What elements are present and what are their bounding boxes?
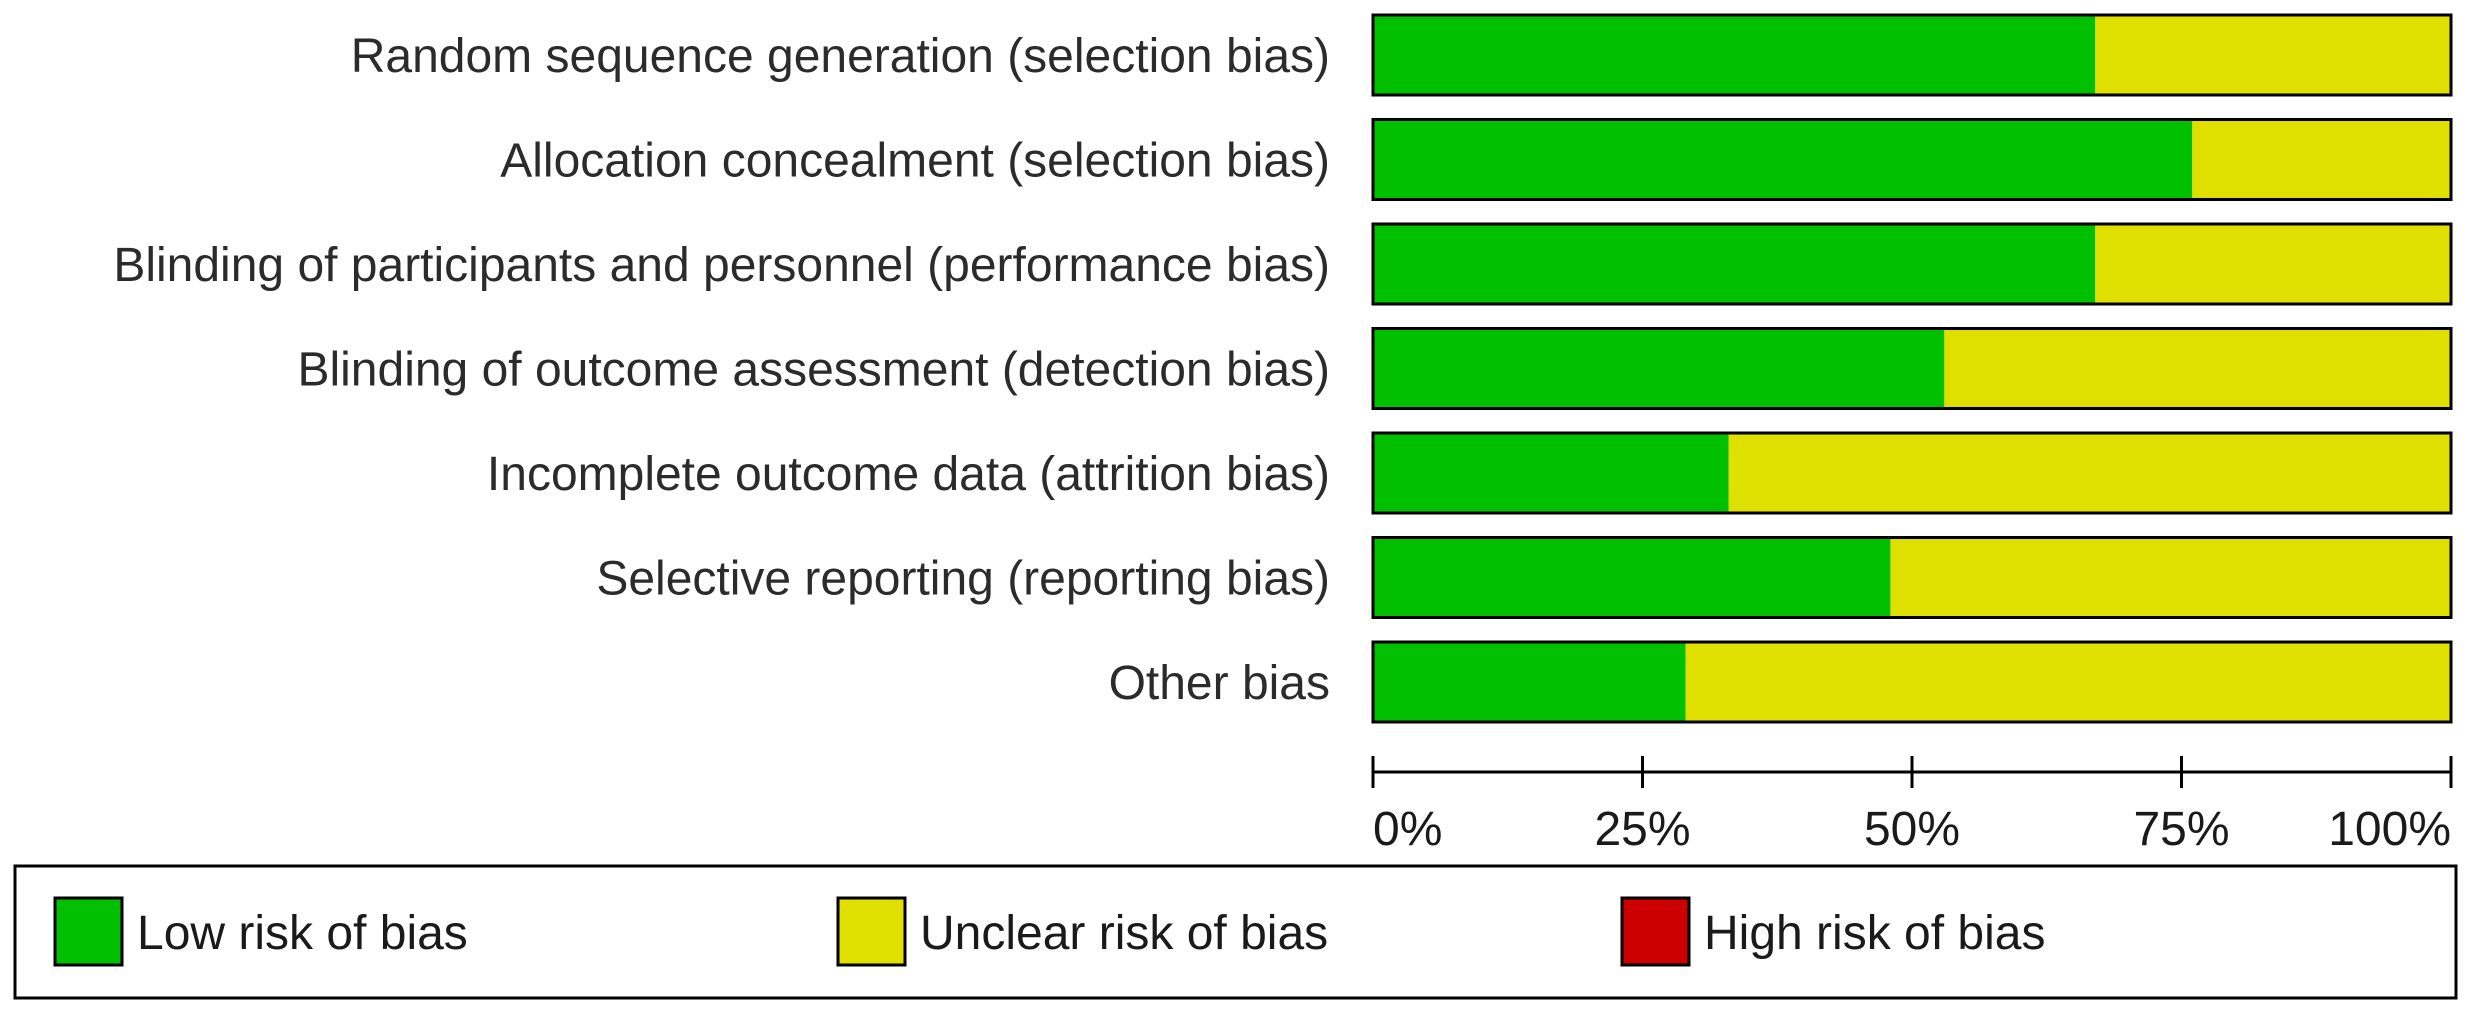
category-label: Selective reporting (reporting bias) [596,553,1330,606]
bar-outline [1371,640,2453,724]
category-label: Blinding of participants and personnel (… [113,239,1330,292]
bar-segment-low-risk-of-bias [1373,642,1686,722]
bar-segment-unclear-risk-of-bias [2095,15,2451,95]
legend-label: Unclear risk of bias [920,907,1328,960]
legend-box [13,864,2458,1000]
bar-segment-low-risk-of-bias [1373,224,2096,304]
bar-segment-low-risk-of-bias [1373,537,1891,618]
x-tick-label: 50% [1864,803,1960,856]
bar-segment-unclear-risk-of-bias [1685,642,2451,722]
category-label: Blinding of outcome assessment (detectio… [297,344,1330,397]
x-tick-label: 100% [2328,803,2451,856]
x-tick-label: 25% [1594,803,1690,856]
category-label: Incomplete outcome data (attrition bias) [487,448,1330,501]
bar-segment-unclear-risk-of-bias [1944,328,2451,409]
legend-label: High risk of bias [1704,907,2045,960]
bar-segment-unclear-risk-of-bias [1728,433,2451,513]
x-tick-label: 75% [2133,803,2229,856]
legend-swatch [53,896,124,967]
bar-outline [1371,118,2453,201]
bar-segment-unclear-risk-of-bias [1890,537,2451,618]
legend: Low risk of bias Unclear risk of bias High… [13,864,2458,1000]
bar-outline [1371,13,2453,97]
bar-segment-unclear-risk-of-bias [2095,224,2451,304]
x-axis: 0% 25% 50% 75% 100% [1371,756,2453,856]
bar-outline [1371,222,2453,306]
x-tick-label: 0% [1373,803,1442,856]
category-label: Allocation concealment (selection bias) [500,135,1330,188]
category-label: Other bias [1109,657,1330,710]
legend-swatch [1620,896,1691,967]
category-labels: Random sequence generation (selection bi… [113,30,1330,710]
bar-segment-unclear-risk-of-bias [2192,119,2451,200]
legend-swatch [836,896,907,967]
bars-layer [1371,13,2453,724]
bar-outline [1371,536,2453,619]
bar-segment-low-risk-of-bias [1373,119,2193,200]
bar-outline [1371,327,2453,410]
category-label: Random sequence generation (selection bi… [351,30,1330,83]
bar-segment-low-risk-of-bias [1373,15,2096,95]
bar-segment-low-risk-of-bias [1373,433,1729,513]
bar-outline [1371,431,2453,515]
bar-segment-low-risk-of-bias [1373,328,1945,409]
legend-label: Low risk of bias [137,907,468,960]
